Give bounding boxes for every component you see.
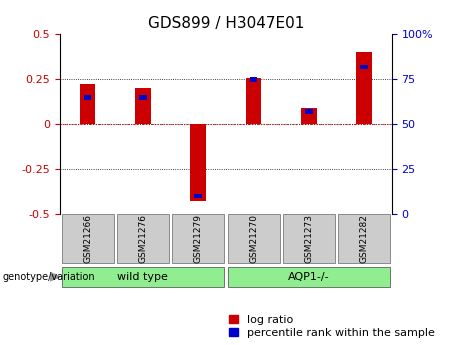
Text: GSM21273: GSM21273: [304, 214, 313, 264]
Text: GSM21266: GSM21266: [83, 214, 92, 264]
Bar: [356, 52, 372, 124]
FancyBboxPatch shape: [283, 214, 335, 264]
Text: AQP1-/-: AQP1-/-: [288, 272, 330, 282]
Text: wild type: wild type: [118, 272, 168, 282]
FancyBboxPatch shape: [62, 267, 224, 287]
FancyBboxPatch shape: [228, 267, 390, 287]
FancyBboxPatch shape: [228, 214, 279, 264]
Bar: [301, 108, 317, 124]
Bar: [135, 88, 151, 124]
FancyBboxPatch shape: [62, 214, 113, 264]
FancyBboxPatch shape: [117, 214, 169, 264]
Text: GSM21270: GSM21270: [249, 214, 258, 264]
Bar: [361, 65, 368, 69]
Title: GDS899 / H3047E01: GDS899 / H3047E01: [148, 16, 304, 31]
Bar: [190, 124, 206, 201]
Bar: [305, 109, 313, 114]
Bar: [84, 95, 91, 99]
FancyBboxPatch shape: [338, 214, 390, 264]
Polygon shape: [50, 272, 60, 281]
Text: GSM21279: GSM21279: [194, 214, 203, 264]
Bar: [250, 77, 257, 81]
Bar: [195, 194, 202, 198]
Bar: [80, 84, 95, 124]
Bar: [246, 78, 261, 124]
Text: genotype/variation: genotype/variation: [2, 272, 95, 282]
Text: GSM21282: GSM21282: [360, 215, 369, 263]
FancyBboxPatch shape: [172, 214, 224, 264]
Text: GSM21276: GSM21276: [138, 214, 148, 264]
Bar: [139, 95, 147, 99]
Legend: log ratio, percentile rank within the sample: log ratio, percentile rank within the sa…: [229, 315, 435, 338]
